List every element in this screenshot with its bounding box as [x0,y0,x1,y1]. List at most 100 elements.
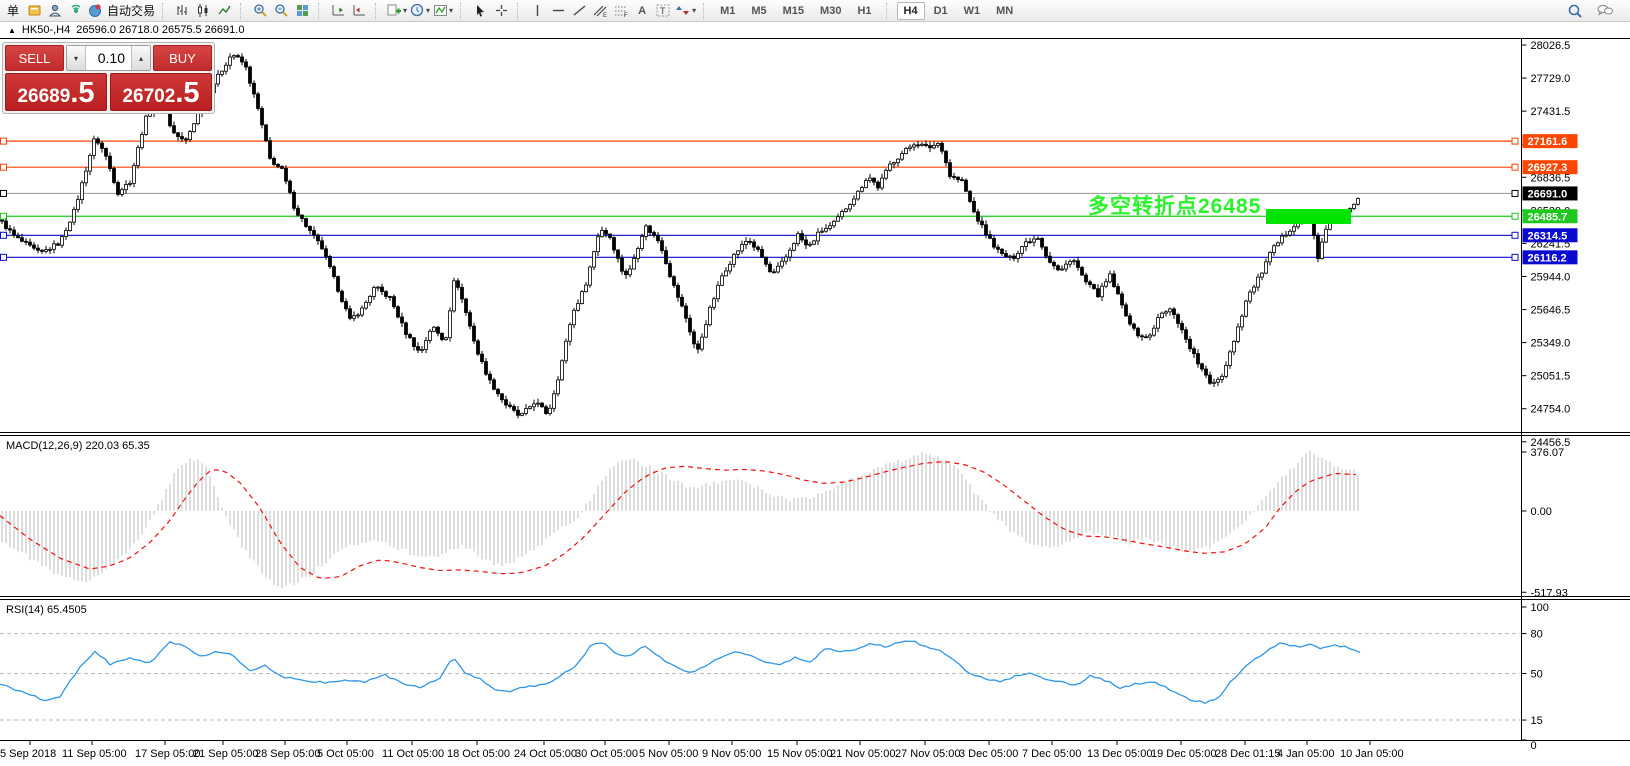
date-label: 9 Nov 05:00 [702,748,761,760]
svg-text:-517.93: -517.93 [1531,587,1568,599]
period-clock-icon[interactable]: ▾ [409,1,431,21]
indicators-icon[interactable]: ▾ [432,1,454,21]
svg-text:50: 50 [1531,669,1543,681]
text-tool-icon[interactable]: A [638,4,647,17]
new-order-char-button[interactable]: 单 [6,4,19,18]
arrows-tool-icon[interactable]: ▾ [674,1,697,21]
trendline-tool-icon[interactable] [569,1,589,21]
dropdown-caret-icon: ▾ [692,6,697,15]
search-icon[interactable] [1565,1,1585,21]
date-label: 4 Jan 05:00 [1277,748,1335,760]
price-axis[interactable]: 28026.527729.027431.527134.026836.526539… [1521,40,1571,449]
rsi-axis[interactable]: 100 80 50 15 0 [1521,602,1549,752]
date-label: 5 Oct 05:00 [317,748,374,760]
pivot-annotation[interactable]: 多空转折点26485 [1088,195,1262,218]
volume-decrease-button[interactable]: ▾ [67,46,86,70]
date-label: 11 Sep 05:00 [62,748,127,760]
svg-text:26836.5: 26836.5 [1531,172,1571,184]
vertical-line-tool-icon[interactable] [527,1,547,21]
buy-button[interactable]: BUY [153,45,212,71]
toolbar-separator [375,2,380,19]
date-label: 13 Dec 05:00 [1087,748,1152,760]
volume-input[interactable]: 0.10 [97,50,125,66]
toolbar-separator [517,2,522,19]
date-label: 21 Sep 05:00 [193,748,258,760]
new-order-icon[interactable]: ▾ [385,1,408,21]
chart-collapse-icon[interactable]: ▲ [8,25,16,35]
date-label: 3 Dec 05:00 [959,748,1018,760]
timeframe-button-h4[interactable]: H4 [896,1,925,20]
bar-chart-icon[interactable] [172,1,192,21]
date-label: 30 Oct 05:00 [575,748,638,760]
timeframe-button-mn[interactable]: MN [996,4,1014,17]
zoom-out-icon[interactable] [271,1,291,21]
dropdown-caret-icon: ▾ [426,6,431,15]
chart-title-bar: ▲ HK50-,H4 26596.0 26718.0 26575.5 26691… [0,23,244,37]
fibonacci-tool-icon[interactable]: F [611,1,631,21]
autotrade-button[interactable]: 自动交易 [87,1,156,21]
buy-price[interactable]: 26702 .5 [110,73,212,111]
macd-axis[interactable]: 376.07 0.00 -517.93 [1521,447,1568,599]
timeframe-button-m30[interactable]: M30 [820,4,842,17]
level-lines[interactable]: 27161.6 26927.3 26691.0 26485.7 26314.5 26116… [0,134,1578,265]
svg-text:F: F [624,13,628,18]
timeframe-button-w1[interactable]: W1 [963,4,981,17]
journal-icon[interactable] [24,1,44,21]
candlestick-chart-icon[interactable] [193,1,213,21]
sell-button[interactable]: SELL [5,45,64,71]
signals-icon[interactable] [66,1,86,21]
date-label: 5 Nov 05:00 [639,748,698,760]
sell-price[interactable]: 26689 .5 [5,73,107,111]
timeframe-button-m5[interactable]: M5 [751,4,767,17]
timeframe-button-d1[interactable]: D1 [933,4,948,17]
svg-text:80: 80 [1531,629,1543,641]
date-label: 10 Jan 05:00 [1340,748,1404,760]
svg-text:0.00: 0.00 [1531,506,1552,518]
level-price-label [1522,209,1578,224]
autotrade-label: 自动交易 [107,4,156,18]
svg-text:27729.0: 27729.0 [1531,73,1571,85]
toolbar-separator [460,2,465,19]
date-label: 5 Sep 2018 [0,748,56,760]
rsi-pane [0,633,1521,721]
timeframe-button-h1[interactable]: H1 [857,4,872,17]
timeframe-button-m15[interactable]: M15 [782,4,805,17]
chart-symbol-timeframe: HK50-,H4 [21,24,71,36]
rsi-label: RSI(14) 65.4505 [6,604,87,616]
svg-text:27431.5: 27431.5 [1531,106,1571,118]
chart-ohlc-values: 26596.0 26718.0 26575.5 26691.0 [76,24,245,36]
tile-windows-icon[interactable] [292,1,312,21]
crosshair-tool-icon[interactable] [491,1,511,21]
chat-icon[interactable] [1595,1,1615,21]
date-label: 11 Oct 05:00 [382,748,444,760]
equidistant-channel-tool-icon[interactable]: E [590,1,610,21]
volume-control: ▾ 0.10 ▴ [66,45,151,71]
toolbar-separator [162,2,167,19]
svg-text:26116.2: 26116.2 [1528,252,1567,264]
svg-text:0: 0 [1531,740,1537,752]
auto-scroll-icon[interactable] [328,1,348,21]
text-label-tool-icon[interactable]: T [653,1,673,21]
chart-shift-icon[interactable] [349,1,369,21]
date-label: 15 Nov 05:00 [767,748,832,760]
timeframe-button-m1[interactable]: M1 [720,4,736,17]
volume-increase-button[interactable]: ▴ [131,46,150,70]
candles [0,53,1360,419]
pivot-highlight-rect[interactable] [1266,209,1351,225]
svg-text:T: T [660,6,666,16]
zoom-in-icon[interactable] [250,1,270,21]
svg-text:15: 15 [1531,715,1543,727]
level-price-label [1522,186,1578,201]
svg-text:26927.3: 26927.3 [1528,162,1568,174]
cursor-tool-icon[interactable] [470,1,490,21]
horizontal-line-tool-icon[interactable] [548,1,568,21]
svg-text:24754.0: 24754.0 [1531,404,1571,416]
level-price-label [1522,160,1578,175]
macd-signal-line [0,461,1357,579]
svg-text:28026.5: 28026.5 [1531,40,1571,52]
date-label: 27 Nov 05:00 [895,748,960,760]
line-chart-icon[interactable] [214,1,234,21]
community-icon[interactable] [45,1,65,21]
